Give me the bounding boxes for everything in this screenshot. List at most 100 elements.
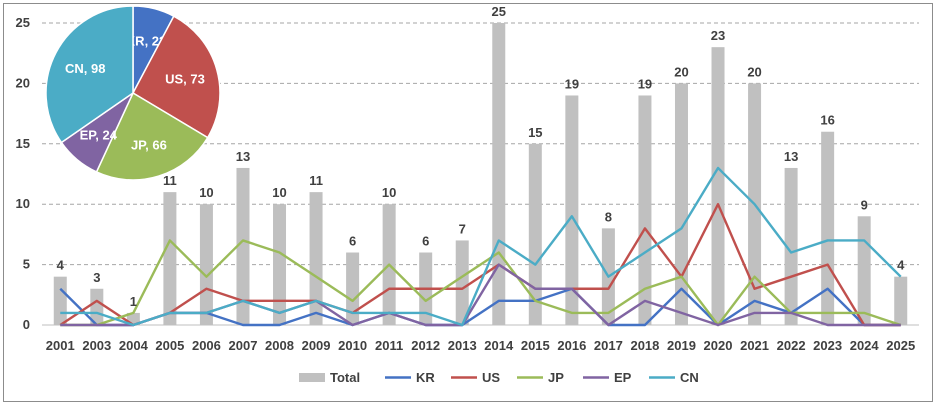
bar-value-label: 7 xyxy=(459,221,466,236)
pie-slice-label: EP, 24 xyxy=(80,127,118,142)
pie-slice-label: JP, 66 xyxy=(131,138,167,153)
legend-label: JP xyxy=(548,370,564,385)
bar-total xyxy=(90,288,104,325)
x-tick-label: 2017 xyxy=(594,338,623,353)
x-tick-label: 2001 xyxy=(46,338,75,353)
bar-value-label: 8 xyxy=(605,209,612,224)
x-tick-label: 2008 xyxy=(265,338,294,353)
bar-value-label: 13 xyxy=(784,149,798,164)
series-lines xyxy=(59,166,902,327)
legend-swatch-total xyxy=(299,373,325,382)
bar-total xyxy=(565,95,579,325)
y-tick-label: 10 xyxy=(16,196,30,211)
x-tick-label: 2015 xyxy=(521,338,550,353)
bar-total xyxy=(236,167,250,325)
bar-value-label: 10 xyxy=(382,185,396,200)
bar-value-label: 15 xyxy=(528,125,542,140)
bar-value-label: 10 xyxy=(272,185,286,200)
bar-value-label: 20 xyxy=(674,64,688,79)
x-tick-label: 2012 xyxy=(411,338,440,353)
bar-total xyxy=(455,240,469,325)
legend-label: EP xyxy=(614,370,632,385)
pie-chart: KR, 22 US, 73 JP, 66 EP, 24 CN, 98 xyxy=(45,5,221,181)
bar-value-label: 1 xyxy=(130,294,137,309)
bar-value-label: 19 xyxy=(638,76,652,91)
x-tick-label: 2019 xyxy=(667,338,696,353)
x-tick-label: 2014 xyxy=(484,338,514,353)
series-line-cn xyxy=(60,166,902,327)
bar-value-label: 25 xyxy=(492,4,506,19)
bar-total xyxy=(309,192,323,325)
bar-value-label: 3 xyxy=(93,270,100,285)
bar-total xyxy=(53,276,67,325)
y-tick-label: 15 xyxy=(16,136,30,151)
legend-label: Total xyxy=(330,370,360,385)
pie-slice-label: US, 73 xyxy=(165,72,205,87)
legend-label: KR xyxy=(416,370,435,385)
bar-value-label: 13 xyxy=(236,149,250,164)
series-line-ep xyxy=(60,263,901,327)
x-tick-label: 2009 xyxy=(302,338,331,353)
pie-slice-label: KR, 22 xyxy=(126,34,166,49)
series-line-jp xyxy=(60,239,902,327)
bar-value-label: 11 xyxy=(309,173,323,188)
bar-total xyxy=(638,95,652,325)
pie-slice-cn xyxy=(45,5,134,144)
x-tick-label: 2006 xyxy=(192,338,221,353)
bar-total xyxy=(528,143,542,325)
bar-value-label: 10 xyxy=(199,185,213,200)
x-tick-label: 2007 xyxy=(229,338,258,353)
x-tick-label: 2013 xyxy=(448,338,477,353)
bar-total xyxy=(492,23,506,325)
bar-total xyxy=(711,47,725,325)
bar-total xyxy=(857,216,871,325)
x-tick-label: 2011 xyxy=(375,338,403,353)
legend-label: US xyxy=(482,370,500,385)
x-tick-label: 2025 xyxy=(886,338,915,353)
bar-value-label: 6 xyxy=(422,234,429,249)
bar-value-label: 23 xyxy=(711,28,725,43)
bar-value-label: 9 xyxy=(861,197,868,212)
bar-value-label: 4 xyxy=(897,258,905,273)
bar-value-label: 19 xyxy=(565,76,579,91)
bars-total xyxy=(53,23,908,326)
x-tick-label: 2004 xyxy=(119,338,149,353)
bar-total xyxy=(273,204,287,325)
bar-total xyxy=(894,276,908,325)
x-tick-label: 2023 xyxy=(813,338,842,353)
bar-value-label: 20 xyxy=(747,64,761,79)
y-tick-label: 0 xyxy=(23,317,30,332)
legend: Total KR US JP EP CN xyxy=(299,370,699,385)
x-tick-label: 2010 xyxy=(338,338,367,353)
bar-total xyxy=(199,204,213,325)
y-tick-label: 20 xyxy=(16,75,30,90)
x-tick-label: 2024 xyxy=(850,338,880,353)
y-tick-label: 5 xyxy=(23,257,30,272)
x-axis-ticks: 2001 2003 2004 2005 2006 2007 2008 2009 2010 2011… xyxy=(46,338,915,353)
bar-value-label: 16 xyxy=(820,113,834,128)
x-tick-label: 2018 xyxy=(630,338,659,353)
series-line-us xyxy=(59,202,901,327)
bar-total xyxy=(674,83,688,326)
pie-slice-us xyxy=(132,15,221,139)
y-tick-label: 25 xyxy=(16,15,30,30)
pie-slice-label: CN, 98 xyxy=(65,61,105,76)
x-tick-label: 2003 xyxy=(82,338,111,353)
bar-value-label: 11 xyxy=(163,173,177,188)
x-tick-label: 2020 xyxy=(704,338,733,353)
x-tick-label: 2022 xyxy=(777,338,806,353)
x-tick-label: 2005 xyxy=(155,338,184,353)
bar-total xyxy=(163,192,177,325)
bar-total xyxy=(346,252,360,325)
bar-value-label: 6 xyxy=(349,234,356,249)
legend-label: CN xyxy=(680,370,699,385)
pie-slice-jp xyxy=(95,91,209,181)
bar-total xyxy=(821,131,835,325)
y-axis-ticks: 0 5 10 15 20 25 xyxy=(16,15,30,332)
bar-total xyxy=(784,167,798,325)
chart-frame: 0 5 10 15 20 25 2001 2003 2004 2005 2006 2007 2008 2… xyxy=(3,3,933,402)
x-tick-label: 2021 xyxy=(740,338,769,353)
gridlines xyxy=(42,22,919,326)
